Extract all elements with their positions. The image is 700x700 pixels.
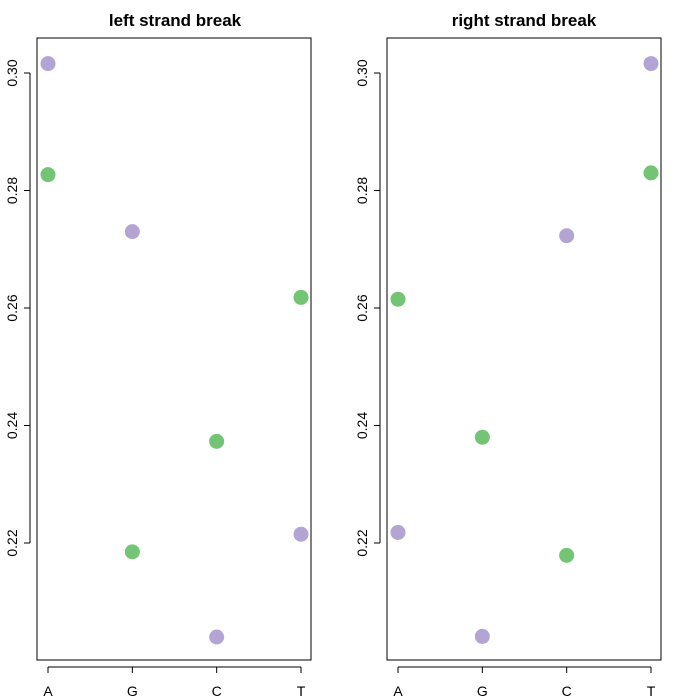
data-point — [209, 433, 225, 449]
x-tick-label: C — [212, 683, 222, 699]
y-tick-label: 0.22 — [4, 529, 20, 556]
data-point — [124, 544, 140, 560]
x-tick-label: C — [562, 683, 572, 699]
data-point — [559, 228, 575, 244]
data-point — [474, 429, 490, 445]
data-point — [390, 524, 406, 540]
y-tick-label: 0.28 — [4, 177, 20, 204]
left-panel: left strand break 0.22 0.24 0.26 0.28 0.30 A… — [4, 11, 312, 699]
right-panel: right strand break 0.220.240.260.280.30 … — [354, 11, 662, 699]
data-point — [40, 56, 56, 72]
data-point — [209, 629, 225, 645]
data-point — [293, 289, 309, 305]
y-tick-label: 0.24 — [4, 412, 20, 439]
y-axis: 0.22 0.24 0.26 0.28 0.30 — [354, 59, 381, 557]
x-tick-label: T — [297, 683, 306, 699]
data-point — [293, 526, 309, 542]
y-tick-label: 0.26 — [354, 294, 370, 321]
y-axis: 0.22 0.24 0.26 0.28 0.30 — [4, 59, 31, 557]
data-points — [40, 56, 309, 645]
y-tick-label: 0.30 — [354, 59, 370, 86]
x-tick-label: G — [127, 683, 138, 699]
data-points — [390, 56, 659, 644]
data-point — [124, 224, 140, 240]
y-tick-label: 0.30 — [4, 59, 20, 86]
data-point — [643, 56, 659, 72]
y-tick-label: 0.22 — [354, 529, 370, 556]
y-tick-label: 0.24 — [354, 412, 370, 439]
data-point — [40, 167, 56, 183]
data-point — [474, 628, 490, 644]
panel-title: right strand break — [452, 11, 597, 30]
data-point — [559, 547, 575, 563]
plot-frame — [386, 37, 662, 661]
y-tick-label: 0.26 — [4, 294, 20, 321]
x-tick-label: T — [647, 683, 656, 699]
x-tick-label: G — [477, 683, 488, 699]
data-point — [643, 165, 659, 181]
plot-frame — [36, 37, 312, 661]
data-point — [390, 291, 406, 307]
x-tick-label: A — [393, 683, 403, 699]
panel-title: left strand break — [109, 11, 242, 30]
y-tick-label: 0.28 — [354, 177, 370, 204]
x-tick-label: A — [43, 683, 53, 699]
